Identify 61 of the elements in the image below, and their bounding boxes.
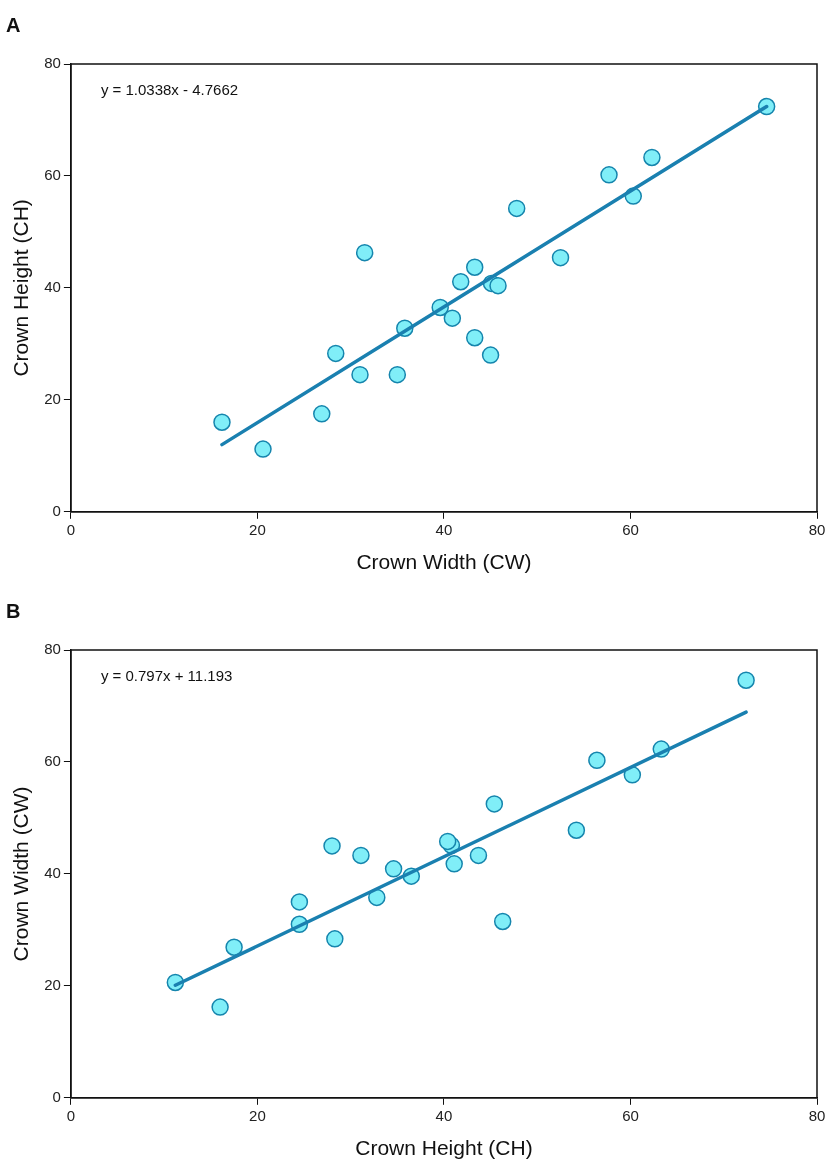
x-tick-label: 20 <box>249 520 266 538</box>
x-tick-label: 0 <box>66 520 76 538</box>
point <box>290 893 309 911</box>
y-axis-title: Crown Height (CH) <box>9 199 33 377</box>
x-tick-label: 40 <box>435 520 453 538</box>
y-axis-title: Crown Width (CW) <box>9 786 33 962</box>
point <box>368 888 386 907</box>
point <box>445 855 463 873</box>
point <box>485 795 504 813</box>
point <box>493 912 512 931</box>
y-tick-label: 0 <box>52 1087 61 1105</box>
x-tick-label: 80 <box>808 520 826 538</box>
y-tick-label: 80 <box>44 640 61 658</box>
y-tick-label: 80 <box>44 54 61 72</box>
x-tick-label: 60 <box>622 1106 639 1124</box>
point <box>465 328 484 347</box>
point <box>351 365 369 384</box>
point <box>327 344 345 363</box>
y-tick-label: 20 <box>44 389 61 407</box>
x-tick-label: 80 <box>808 1106 826 1124</box>
point <box>213 413 231 431</box>
point <box>438 832 457 851</box>
point <box>588 751 606 770</box>
point <box>507 199 526 218</box>
point <box>352 846 370 865</box>
point <box>600 166 618 184</box>
x-tick-label: 20 <box>249 1106 266 1124</box>
point <box>254 440 272 458</box>
point <box>643 148 661 167</box>
x-tick-label: 40 <box>435 1106 453 1124</box>
x-tick-label: 0 <box>66 1106 76 1124</box>
point <box>567 821 586 839</box>
point <box>469 846 488 865</box>
point <box>737 671 755 689</box>
x-axis-title: Crown Width (CW) <box>356 550 532 574</box>
y-tick-label: 40 <box>44 864 61 882</box>
point <box>443 309 462 327</box>
point <box>211 998 229 1016</box>
point <box>465 258 484 276</box>
point <box>481 346 500 364</box>
point <box>384 860 403 878</box>
chart-title: A <box>6 13 21 36</box>
point <box>225 938 243 956</box>
y-tick-label: 60 <box>44 752 61 770</box>
y-tick-label: 0 <box>52 501 61 519</box>
chart-title: B <box>6 599 21 622</box>
point <box>323 837 341 855</box>
x-axis-title: Crown Height (CH) <box>355 1136 533 1160</box>
y-tick-label: 20 <box>44 975 61 993</box>
point <box>313 405 331 423</box>
annotation: y = 0.797x + 11.193 <box>100 667 233 685</box>
point <box>355 243 374 262</box>
point <box>451 272 470 291</box>
annotation: y = 1.0338x - 4.7662 <box>100 81 239 99</box>
point <box>551 248 570 267</box>
point <box>388 365 407 384</box>
point <box>489 276 507 295</box>
y-tick-label: 60 <box>44 166 61 184</box>
y-tick-label: 40 <box>44 278 61 296</box>
x-tick-label: 60 <box>622 520 639 538</box>
point <box>326 930 344 948</box>
